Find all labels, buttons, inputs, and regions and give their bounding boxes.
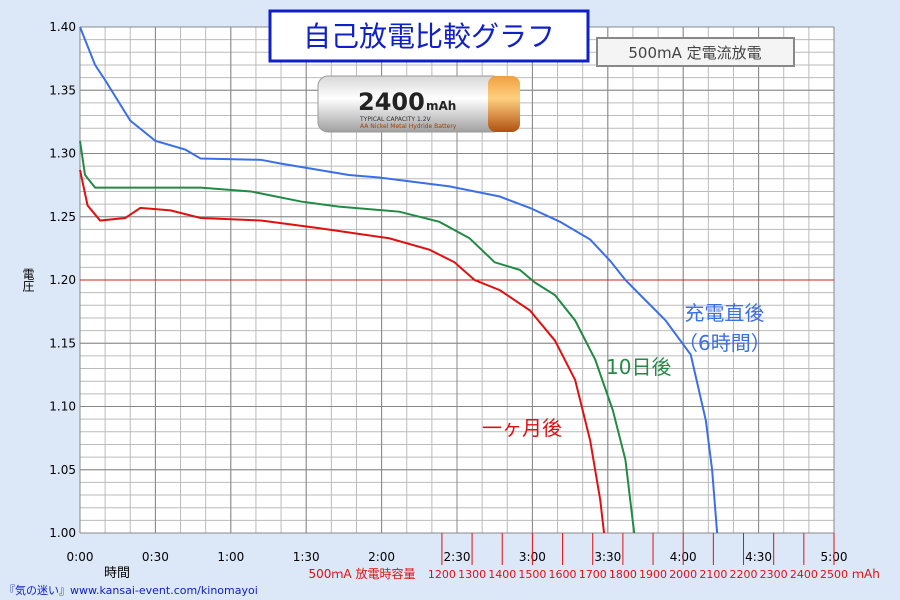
y-tick-label: 1.00: [49, 526, 76, 540]
footer: 『気の迷い』www.kansai-event.com/kinomayoi: [4, 583, 258, 597]
x2-tick-label: 1400: [488, 568, 516, 581]
x2-tick-label: 2100: [699, 568, 727, 581]
series-label: 一ヶ月後: [482, 416, 562, 440]
battery-spec: TYPICAL CAPACITY 1.2V: [359, 116, 432, 123]
x-tick-label: 1:00: [217, 550, 244, 564]
subtitle-box: [596, 37, 795, 67]
x2-tick-label: 1500: [518, 568, 546, 581]
battery: 2400 mAh TYPICAL CAPACITY 1.2V AA Nickel…: [317, 75, 520, 133]
y-tick-label: 1.25: [49, 210, 76, 224]
x2-tick-label: 2200: [730, 568, 758, 581]
series-line: [79, 26, 719, 534]
y-tick-label: 1.15: [49, 336, 76, 350]
y-tick-label: 1.30: [49, 147, 76, 161]
x-tick-label: 1:30: [293, 550, 320, 564]
series-line: [79, 140, 636, 534]
chart-title: 自己放電比較グラフ: [303, 20, 555, 53]
y-axis-label: 電圧: [21, 268, 35, 293]
y-tick-label: 1.05: [49, 463, 76, 477]
x-tick-label: 3:30: [594, 550, 621, 564]
battery-chem: AA Nickel Metal Hydride Battery: [360, 123, 457, 130]
x2-tick-label: 2500: [820, 568, 848, 581]
x-tick-label: 0:00: [67, 550, 94, 564]
x2-tick-label: 2400: [790, 568, 818, 581]
x2-unit: ｍAh: [852, 567, 880, 581]
battery-capacity: 2400: [358, 88, 425, 116]
x2-tick-label: 1800: [609, 568, 637, 581]
subtitle: 500mA 定電流放電: [628, 44, 761, 62]
x2-tick-label: 1700: [579, 568, 607, 581]
x2-tick-label: 2000: [669, 568, 697, 581]
x-tick-label: 2:30: [444, 550, 471, 564]
x2-tick-label: 2300: [760, 568, 788, 581]
x-tick-label: 0:30: [142, 550, 169, 564]
x-axis-label: 時間: [104, 566, 130, 581]
battery-unit: mAh: [426, 99, 456, 113]
x-tick-label: 4:30: [745, 550, 772, 564]
y-tick-label: 1.40: [49, 20, 76, 34]
series-label: 10日後: [606, 355, 672, 379]
y-tick-label: 1.35: [49, 83, 76, 97]
x2-axis-label: 500ｍA 放電時容量: [309, 566, 416, 581]
x2-tick-label: 1300: [458, 568, 486, 581]
series-label: 充電直後 （6時間）: [678, 301, 771, 355]
y-tick-label: 1.20: [49, 273, 76, 287]
series-line: [79, 169, 606, 534]
x-tick-label: 2:00: [368, 550, 395, 564]
x2-tick-label: 1900: [639, 568, 667, 581]
title-box: [268, 9, 590, 63]
x2-tick-label: 1200: [428, 568, 456, 581]
x2-tick-label: 1600: [549, 568, 577, 581]
y-tick-label: 1.10: [49, 400, 76, 414]
